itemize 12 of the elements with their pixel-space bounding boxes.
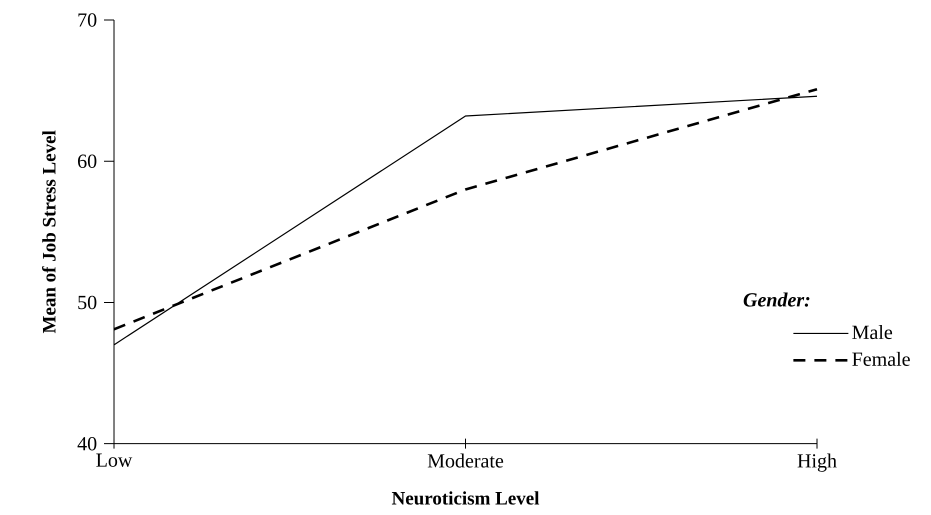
legend-title: Gender: xyxy=(744,292,810,307)
legend-label: Female xyxy=(852,352,910,366)
y-axis-title: Mean of Job Stress Level xyxy=(42,130,56,334)
x-tick-label: Moderate xyxy=(428,454,504,468)
y-tick-label: 70 xyxy=(78,13,96,27)
y-tick-label: 50 xyxy=(78,296,96,310)
x-tick-label: High xyxy=(798,454,837,472)
x-tick-label: Low xyxy=(96,454,132,467)
x-axis-title: Neuroticism Level xyxy=(392,491,540,505)
y-tick-label: 60 xyxy=(78,154,96,168)
y-tick-label: 40 xyxy=(78,436,96,450)
legend-label: Male xyxy=(852,325,892,340)
